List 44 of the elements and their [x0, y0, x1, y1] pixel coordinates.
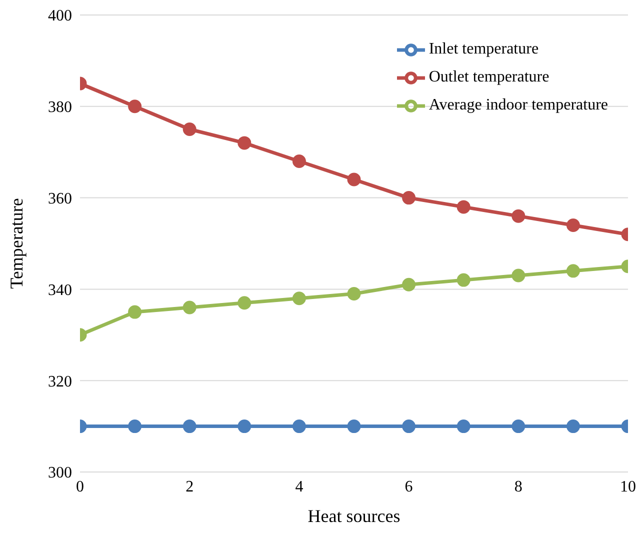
y-tick-label: 400 [48, 8, 72, 25]
y-tick-label: 320 [48, 373, 72, 390]
point [347, 172, 361, 186]
point [128, 420, 142, 434]
point [347, 287, 361, 301]
y-tick-label: 300 [48, 464, 72, 482]
point [456, 200, 470, 214]
y-tick-label: 340 [48, 282, 72, 299]
point [182, 122, 196, 136]
point [566, 420, 580, 434]
point [402, 420, 416, 434]
point [128, 100, 142, 114]
point [402, 191, 416, 205]
point [182, 420, 196, 434]
x-tick-label: 10 [620, 478, 636, 496]
point [238, 136, 252, 150]
x-tick-label: 4 [295, 478, 304, 496]
x-tick-label: 2 [186, 478, 194, 496]
point [238, 296, 252, 310]
x-tick-label: 8 [514, 478, 522, 496]
y-tick-label: 360 [48, 190, 72, 208]
legend-label: Outlet temperature [428, 68, 550, 86]
point [512, 420, 526, 434]
x-axis-title: Heat sources [308, 506, 400, 526]
point [292, 420, 306, 434]
point [566, 264, 580, 278]
y-tick-label: 380 [48, 99, 72, 116]
point [512, 209, 526, 223]
point [292, 154, 306, 168]
point [292, 292, 306, 306]
legend-label: Average indoor temperature [428, 96, 608, 114]
y-axis-title: Temperature [6, 198, 26, 289]
point [238, 420, 252, 434]
point [512, 268, 526, 282]
x-tick-label: 6 [404, 478, 413, 496]
point [456, 420, 470, 434]
point [566, 218, 580, 232]
point [347, 420, 361, 434]
legend-label: Inlet temperature [428, 40, 539, 58]
point [402, 278, 416, 292]
point [456, 273, 470, 287]
x-tick-label: 0 [76, 478, 84, 496]
point [128, 305, 142, 319]
point [182, 300, 196, 314]
